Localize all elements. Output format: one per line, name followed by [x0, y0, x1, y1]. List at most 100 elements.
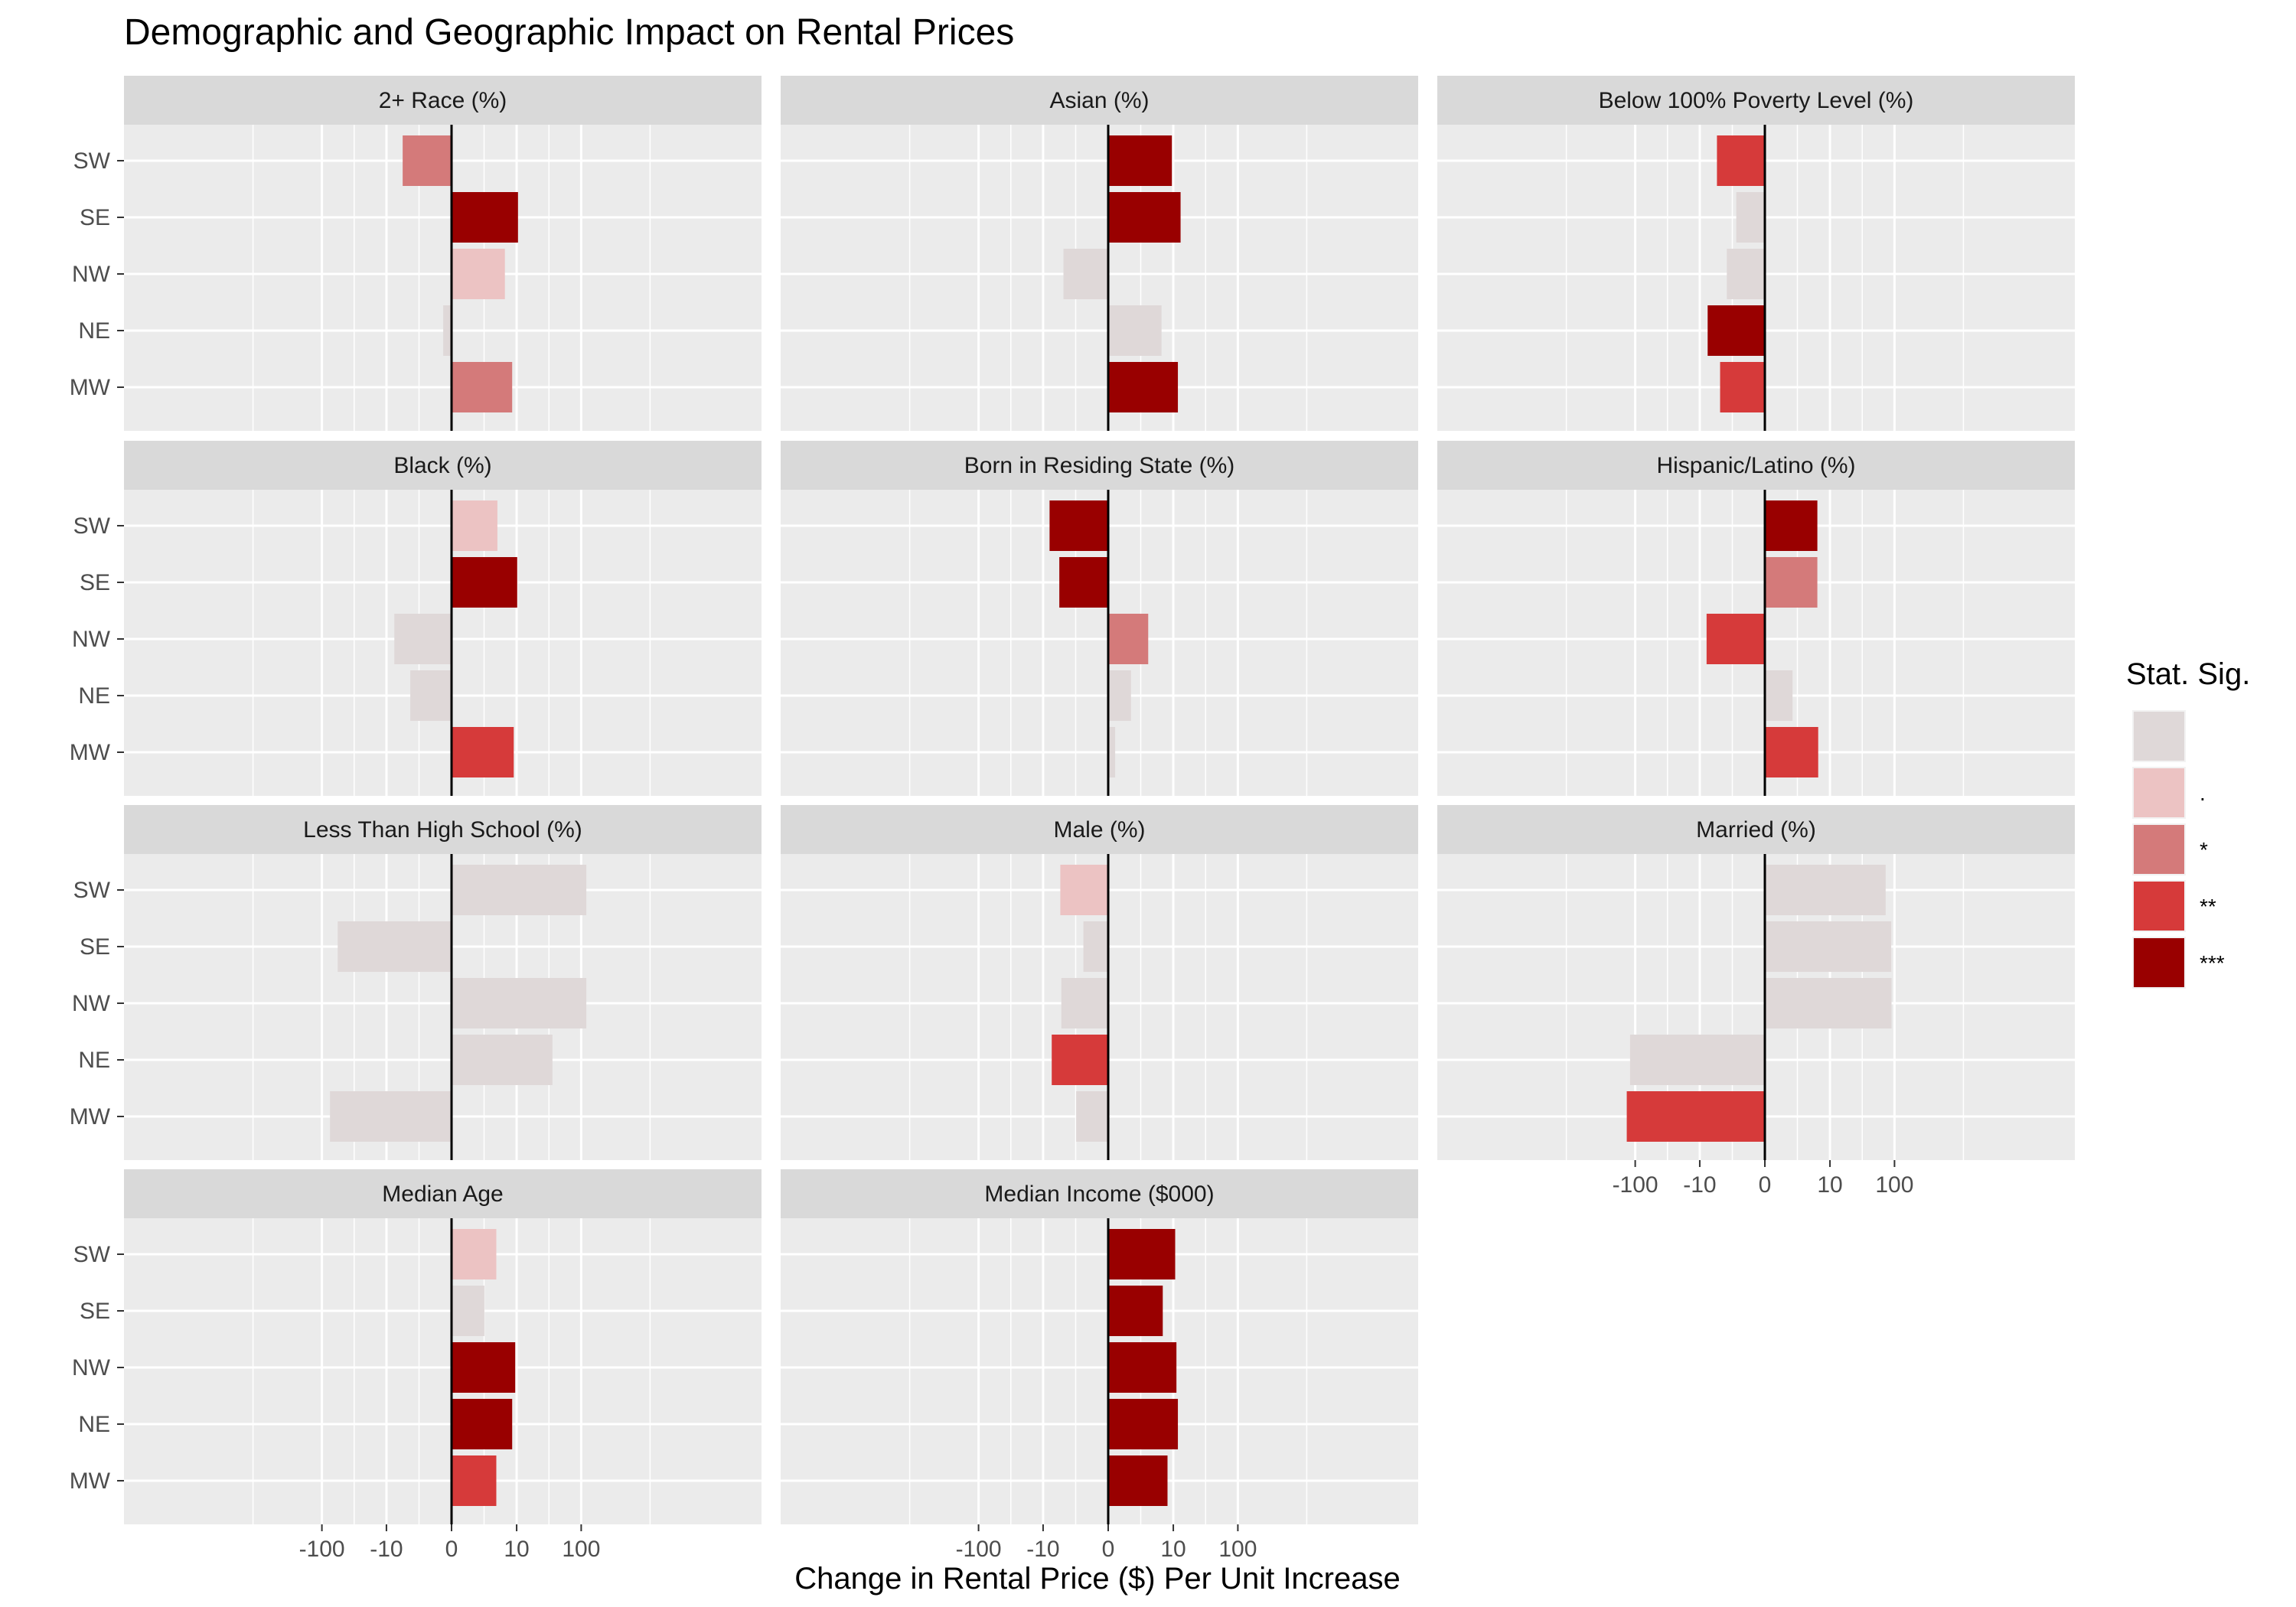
y-tick-label-mw: MW [70, 740, 111, 765]
y-tick-label-se: SE [80, 570, 110, 595]
bar-below-100-poverty-level-ne [1707, 305, 1765, 356]
bar-born-in-residing-state-nw [1108, 614, 1149, 664]
bar-hispanic-latino-sw [1765, 500, 1818, 551]
x-tick-label: -10 [1683, 1172, 1716, 1198]
y-tick-label-mw: MW [70, 375, 111, 400]
legend-title: Stat. Sig. [2126, 657, 2250, 691]
bar-median-income-000-ne [1108, 1399, 1179, 1449]
bar-asian-nw [1063, 249, 1108, 299]
strip-male [781, 805, 1418, 854]
legend-key-label: ** [2200, 895, 2216, 918]
x-tick-label: 0 [1102, 1537, 1115, 1562]
strip-median-age [124, 1169, 762, 1218]
bar-hispanic-latino-se [1765, 557, 1818, 608]
bar-black-sw [452, 500, 497, 551]
panel-2-race: 2+ Race (%) SW SE NW NE MW [70, 76, 762, 431]
bar-married-se [1765, 921, 1892, 972]
y-tick-label-ne: NE [78, 1412, 110, 1437]
strip-below-100-poverty-level [1437, 76, 2075, 125]
x-tick-label: 0 [1759, 1172, 1772, 1198]
bar-born-in-residing-state-mw [1108, 727, 1116, 777]
strip-label: 2+ Race (%) [379, 88, 507, 113]
y-tick-label-nw: NW [72, 1355, 111, 1380]
bar-2-race-mw [452, 362, 513, 412]
strip-label: Below 100% Poverty Level (%) [1599, 88, 1914, 113]
y-tick-label-nw: NW [72, 262, 111, 287]
bar-male-mw [1076, 1091, 1108, 1142]
strip-label: Median Age [382, 1182, 503, 1207]
x-tick-label: 0 [445, 1537, 458, 1562]
y-tick-label-nw: NW [72, 991, 111, 1016]
panel-less-than-high-school: Less Than High School (%) SW SE NW NE MW [70, 805, 762, 1160]
x-tick-label: 10 [504, 1537, 529, 1562]
panel-asian: Asian (%) [781, 76, 1418, 431]
strip-label: Black (%) [393, 453, 491, 478]
bar-median-income-000-mw [1108, 1455, 1168, 1506]
bar-male-ne [1052, 1035, 1108, 1085]
bar-asian-sw [1108, 135, 1172, 186]
x-axis-title: Change in Rental Price ($) Per Unit Incr… [794, 1562, 1400, 1596]
bar-median-age-mw [452, 1455, 497, 1506]
bar-male-nw [1061, 978, 1108, 1028]
bar-less-than-high-school-se [338, 921, 452, 972]
strip-asian [781, 76, 1418, 125]
bar-hispanic-latino-nw [1706, 614, 1765, 664]
panel-hispanic-latino: Hispanic/Latino (%) [1437, 441, 2075, 796]
legend-keys: .****** [2132, 710, 2225, 989]
strip-label: Born in Residing State (%) [964, 453, 1235, 478]
y-tick-label-mw: MW [70, 1468, 111, 1494]
bar-below-100-poverty-level-nw [1727, 249, 1765, 299]
y-tick-label-nw: NW [72, 627, 111, 652]
bar-median-age-sw [452, 1229, 497, 1279]
strip-label: Asian (%) [1049, 88, 1149, 113]
legend-key-swatch [2134, 712, 2184, 761]
x-tick-label: 100 [562, 1537, 600, 1562]
x-tick-label: -10 [1026, 1537, 1059, 1562]
bar-asian-mw [1108, 362, 1179, 412]
y-tick-label-ne: NE [78, 318, 110, 344]
y-tick-label-sw: SW [73, 878, 111, 903]
bar-married-ne [1629, 1035, 1765, 1085]
bar-born-in-residing-state-sw [1049, 500, 1108, 551]
panel-background [124, 1218, 762, 1524]
panel-below-100-poverty-level: Below 100% Poverty Level (%) [1437, 76, 2075, 431]
panel-married: Married (%)-100 -10 0 10 100 [1437, 805, 2075, 1198]
bar-married-sw [1765, 865, 1886, 915]
bar-median-income-000-sw [1108, 1229, 1176, 1279]
bar-born-in-residing-state-ne [1108, 670, 1131, 721]
panel-male: Male (%) [781, 805, 1418, 1160]
bar-married-nw [1765, 978, 1892, 1028]
y-tick-label-se: SE [80, 934, 110, 960]
panel-background [781, 1218, 1418, 1524]
bar-less-than-high-school-sw [452, 865, 587, 915]
x-tick-label: 10 [1817, 1172, 1842, 1198]
x-tick-label: 100 [1218, 1537, 1257, 1562]
bar-2-race-nw [452, 249, 505, 299]
bar-black-nw [394, 614, 452, 664]
bar-black-ne [410, 670, 452, 721]
y-tick-label-se: SE [80, 1299, 110, 1324]
y-tick-label-sw: SW [73, 148, 111, 174]
legend-key-label: *** [2200, 951, 2225, 975]
bar-asian-se [1108, 192, 1181, 243]
y-tick-label-ne: NE [78, 1048, 110, 1073]
bar-less-than-high-school-mw [330, 1091, 452, 1142]
x-tick-label: 100 [1875, 1172, 1913, 1198]
strip-born-in-residing-state [781, 441, 1418, 490]
bar-median-age-se [452, 1286, 484, 1336]
strip-black [124, 441, 762, 490]
legend-key-swatch [2134, 882, 2184, 931]
y-tick-label-sw: SW [73, 1242, 111, 1267]
bar-hispanic-latino-mw [1765, 727, 1818, 777]
bar-less-than-high-school-ne [452, 1035, 553, 1085]
legend-key-label: * [2200, 838, 2208, 862]
bar-median-age-nw [452, 1342, 516, 1393]
x-tick-label: -100 [956, 1537, 1002, 1562]
bar-2-race-ne [443, 305, 452, 356]
y-tick-label-se: SE [80, 205, 110, 230]
y-tick-label-sw: SW [73, 513, 111, 539]
bar-2-race-sw [403, 135, 452, 186]
bar-median-income-000-nw [1108, 1342, 1177, 1393]
